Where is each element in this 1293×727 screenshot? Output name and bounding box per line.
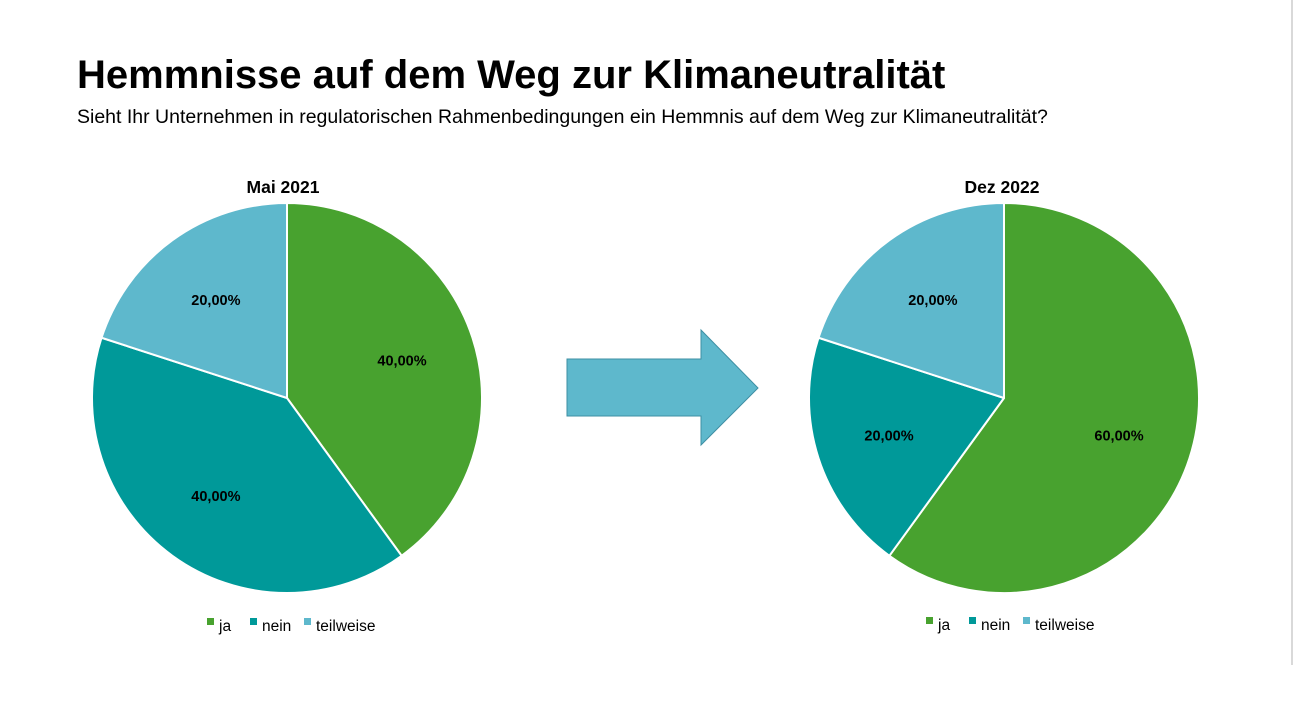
legend-label-ja: ja <box>937 617 950 634</box>
pie-slice-teilweise <box>817 202 1005 399</box>
data-label-ja: 60,00% <box>1094 428 1143 444</box>
legend-swatch-ja <box>207 618 214 625</box>
legend-dez-2022: ja nein teilweise <box>926 617 1094 634</box>
data-label-teilweise: 20,00% <box>191 293 240 309</box>
pie-slice-nein <box>808 336 1005 557</box>
legend-label-nein: nein <box>981 617 1010 634</box>
legend-swatch-teilweise <box>304 618 311 625</box>
slide-edge-divider <box>1291 0 1293 665</box>
legend-label-teilweise: teilweise <box>1035 617 1094 634</box>
legend-swatch-teilweise <box>1023 617 1030 624</box>
legend-label-ja: ja <box>218 618 231 635</box>
page-title: Hemmnisse auf dem Weg zur Klimaneutralit… <box>77 53 946 97</box>
data-label-teilweise: 20,00% <box>908 293 957 309</box>
pie-slice-ja <box>286 202 483 557</box>
pie-slice-teilweise <box>100 202 288 399</box>
data-label-nein: 40,00% <box>191 489 240 505</box>
legend-swatch-ja <box>926 617 933 624</box>
pie-slices-dez-2022: 60,00% 20,00% 20,00% <box>808 202 1200 594</box>
chart-title-dez-2022: Dez 2022 <box>965 177 1040 197</box>
legend-label-nein: nein <box>262 618 291 635</box>
pie-slice-nein <box>91 336 403 594</box>
legend-label-teilweise: teilweise <box>316 618 375 635</box>
pie-slice-ja <box>888 202 1200 594</box>
page-subtitle: Sieht Ihr Unternehmen in regulatorischen… <box>77 106 1048 128</box>
data-label-nein: 20,00% <box>864 428 913 444</box>
legend-mai-2021: ja nein teilweise <box>207 618 375 635</box>
pie-chart-dez-2022: Dez 2022 60,00% 20,00% 20,00% ja nein teilwe… <box>808 177 1200 634</box>
legend-swatch-nein <box>250 618 257 625</box>
legend-swatch-nein <box>969 617 976 624</box>
chart-title-mai-2021: Mai 2021 <box>247 177 320 197</box>
right-arrow-icon <box>566 328 759 447</box>
pie-slices-mai-2021: 40,00% 40,00% 20,00% <box>91 202 483 594</box>
data-label-ja: 40,00% <box>377 354 426 370</box>
pie-chart-mai-2021: Mai 2021 40,00% 40,00% 20,00% ja nein teilwe… <box>91 177 483 635</box>
